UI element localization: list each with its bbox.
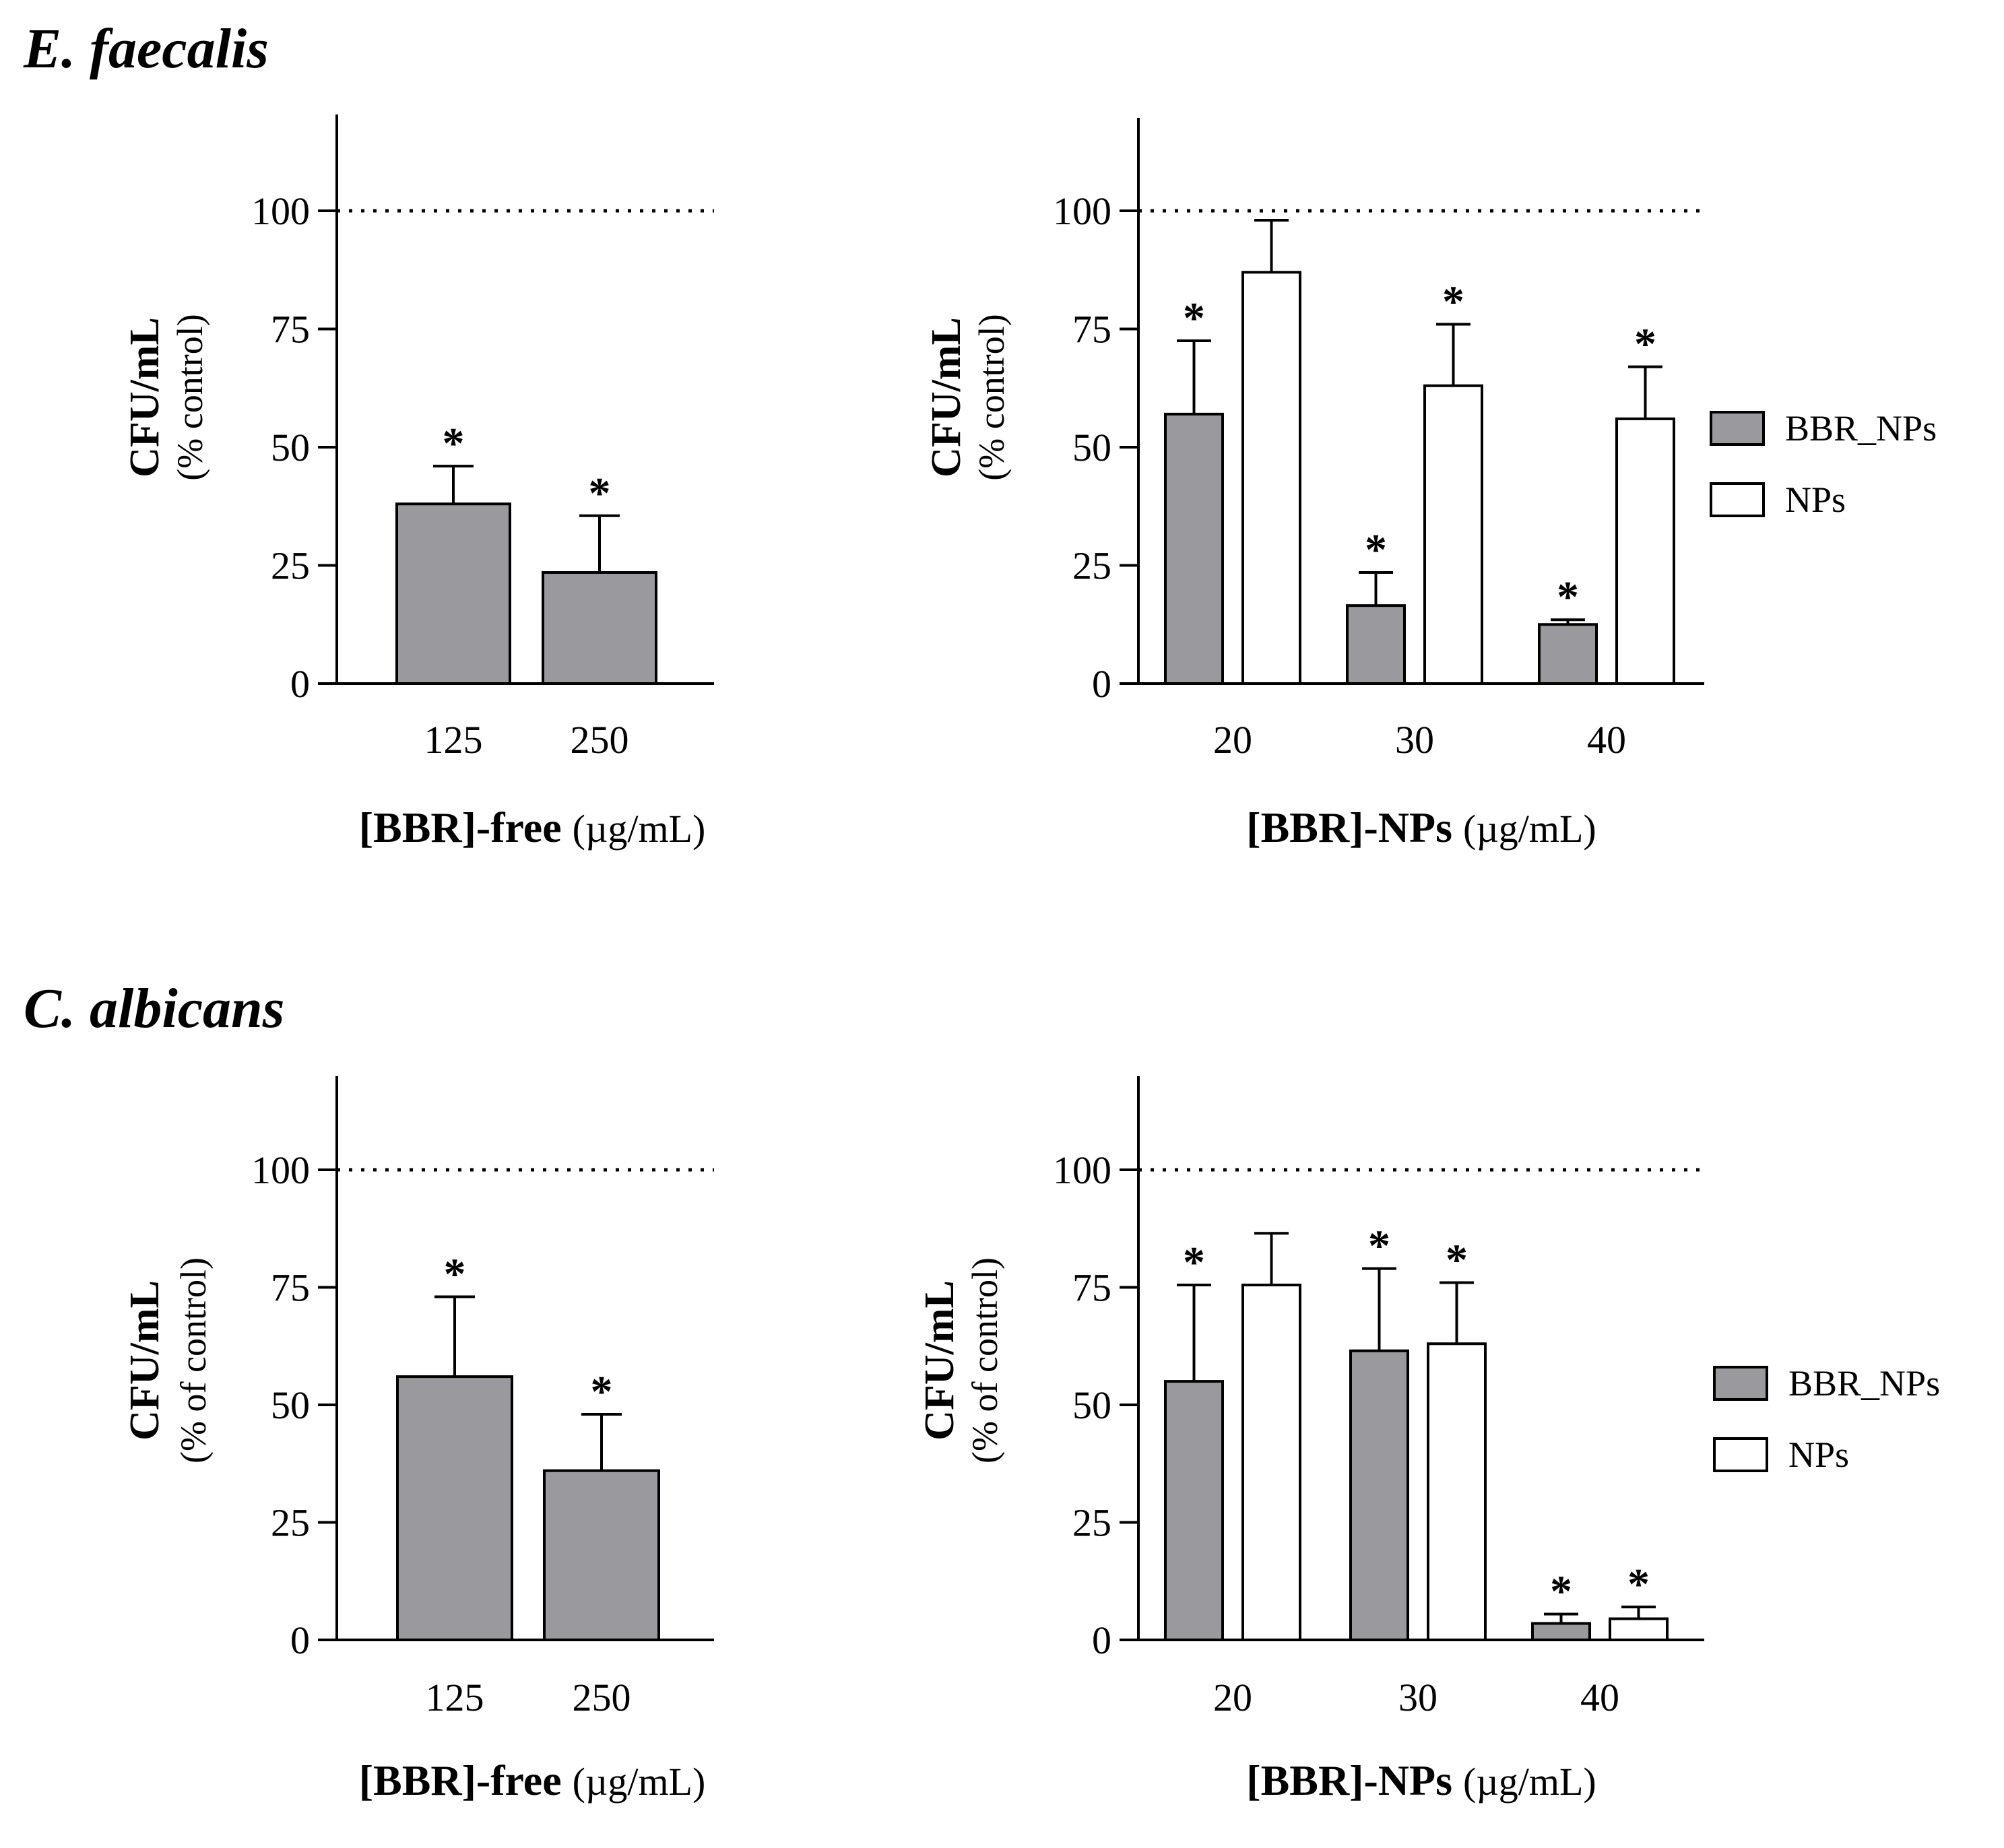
y-tick-label: 0: [1092, 662, 1111, 706]
bar: [395, 502, 511, 685]
significance-star: *: [1368, 1222, 1390, 1271]
y-axis-sublabel: (% control): [971, 314, 1012, 480]
x-axis-label-main: [BBR]-free: [359, 803, 573, 851]
chart-panel-2: 0 25 50 75 100 * * * * * 20 30 40 CFU/mL (% control) [B…: [924, 118, 1937, 851]
section-title-e-faecalis: E. faecalis: [23, 18, 269, 80]
y-axis-sublabel: (% of control): [173, 1257, 214, 1463]
significance-star: *: [1365, 525, 1387, 574]
significance-star: *: [1183, 294, 1205, 343]
section-title-c-albicans: C. albicans: [24, 977, 284, 1040]
significance-star: *: [1627, 1560, 1650, 1609]
bar: [1164, 1380, 1224, 1642]
significance-star: *: [1442, 277, 1464, 326]
x-axis-label: [BBR]-NPs (µg/mL): [1246, 1756, 1596, 1804]
legend: BBR_NPs NPs: [1713, 1363, 1940, 1475]
legend-label: NPs: [1785, 480, 1846, 520]
bar: [542, 571, 657, 686]
bar: [396, 1375, 513, 1641]
y-axis-label: CFU/mL: [122, 317, 168, 477]
y-tick-label: 50: [271, 426, 310, 469]
y-axis-sublabel: (% of control): [965, 1257, 1005, 1463]
x-axis-label: [BBR]-free (µg/mL): [359, 803, 706, 851]
y-axis-label: CFU/mL: [917, 1280, 963, 1441]
bar: [543, 1469, 660, 1641]
bar: [1427, 1342, 1487, 1641]
significance-star: *: [1634, 320, 1656, 369]
x-tick-label: 20: [1213, 718, 1252, 762]
x-axis-label-unit: (µg/mL): [573, 807, 706, 851]
bar: [1241, 1284, 1301, 1641]
y-tick-label: 25: [1072, 1501, 1111, 1545]
x-axis-label: [BBR]-free (µg/mL): [359, 1756, 706, 1804]
x-axis-label-main: [BBR]-NPs: [1246, 1756, 1463, 1804]
bar: [1531, 1622, 1591, 1642]
chart-panel-3: 0 25 50 75 100 * * 125 250 CFU/mL (% of control) [B…: [122, 1076, 714, 1804]
legend-swatch: [1710, 482, 1765, 517]
significance-star: *: [1550, 1567, 1572, 1616]
x-tick-label: 30: [1398, 1676, 1437, 1719]
significance-star: *: [1557, 572, 1579, 622]
bar: [1609, 1617, 1669, 1642]
bar: [1346, 604, 1406, 685]
legend-label: BBR_NPs: [1788, 1363, 1940, 1404]
x-tick-label: 250: [573, 1676, 631, 1719]
x-tick-label: 125: [426, 1676, 484, 1719]
significance-star: *: [443, 419, 465, 468]
x-tick-label: 20: [1213, 1676, 1252, 1719]
y-tick-label: 100: [251, 189, 310, 233]
legend-swatch: [1713, 1437, 1768, 1472]
bar: [1349, 1349, 1409, 1641]
legend-label: BBR_NPs: [1785, 408, 1937, 449]
significance-star: *: [1446, 1236, 1468, 1285]
chart-panel-4: 0 25 50 75 100 * * * * * 20 30 40 CFU/mL (% of control…: [917, 1076, 1940, 1804]
y-tick-label: 100: [1053, 189, 1111, 233]
x-axis-label: [BBR]-NPs (µg/mL): [1246, 803, 1596, 851]
y-tick-label: 75: [1072, 1266, 1111, 1310]
x-tick-label: 40: [1587, 718, 1626, 762]
bar: [1615, 417, 1675, 685]
y-axis-label: CFU/mL: [924, 317, 969, 477]
y-tick-label: 25: [1072, 544, 1111, 588]
x-axis-label-unit: (µg/mL): [1463, 1760, 1596, 1804]
y-tick-label: 25: [271, 1501, 310, 1545]
x-axis-label-main: [BBR]-free: [359, 1756, 573, 1804]
y-tick-label: 100: [251, 1148, 310, 1192]
significance-star: *: [444, 1249, 466, 1298]
y-tick-label: 50: [1072, 1383, 1111, 1427]
x-tick-label: 125: [424, 718, 483, 762]
y-tick-label: 0: [1092, 1618, 1111, 1662]
x-tick-label: 40: [1580, 1676, 1619, 1719]
legend-swatch: [1713, 1366, 1768, 1401]
bar: [1538, 623, 1598, 685]
y-axis-label: CFU/mL: [122, 1280, 168, 1441]
y-tick-label: 25: [271, 544, 310, 588]
y-tick-label: 75: [1072, 308, 1111, 352]
y-tick-label: 50: [271, 1383, 310, 1427]
significance-star: *: [591, 1367, 613, 1416]
y-axis-sublabel: (% control): [170, 314, 210, 480]
x-tick-label: 250: [571, 718, 629, 762]
legend: BBR_NPs NPs: [1710, 408, 1937, 520]
chart-panel-1: 0 25 50 75 100 * * 125 250 CFU/mL (% control) [BBR]…: [122, 114, 714, 851]
y-tick-label: 100: [1053, 1148, 1111, 1192]
x-tick-label: 30: [1395, 718, 1434, 762]
x-axis-label-unit: (µg/mL): [1463, 807, 1596, 851]
significance-star: *: [589, 469, 611, 518]
x-axis-label-unit: (µg/mL): [573, 1760, 706, 1804]
legend-swatch: [1710, 411, 1765, 446]
legend-label: NPs: [1788, 1434, 1849, 1475]
x-axis-label-main: [BBR]-NPs: [1246, 803, 1463, 851]
bar: [1423, 384, 1483, 685]
bar: [1241, 271, 1301, 685]
y-tick-label: 0: [290, 1618, 310, 1662]
y-tick-label: 75: [271, 1266, 310, 1310]
y-tick-label: 50: [1072, 426, 1111, 469]
y-tick-label: 0: [290, 662, 310, 706]
y-tick-label: 75: [271, 308, 310, 352]
significance-star: *: [1183, 1238, 1205, 1287]
bar: [1164, 412, 1224, 685]
